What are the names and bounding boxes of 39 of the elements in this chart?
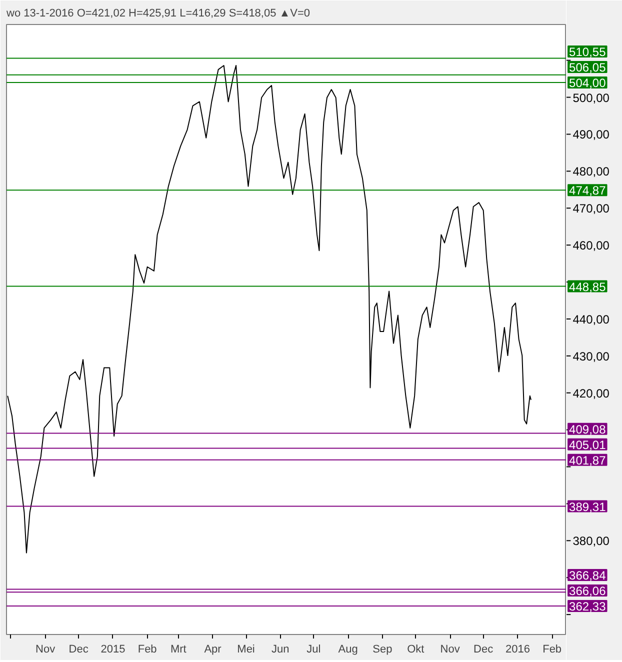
y-tick-label: 430,00	[572, 349, 610, 364]
x-tick-label: 2016	[505, 644, 530, 656]
x-tick-label: Okt	[407, 644, 424, 656]
ref-line-label: 366,84	[569, 568, 606, 582]
ref-line-label: 510,55	[569, 45, 606, 60]
x-tick-label: Mei	[237, 644, 255, 656]
x-tick-label: Jun	[272, 644, 290, 656]
x-tick-label: Apr	[204, 644, 222, 656]
ref-line-label: 401,87	[569, 453, 606, 468]
x-tick-label: Mrt	[170, 644, 186, 656]
line-series	[7, 65, 532, 554]
x-tick-label: Nov	[36, 644, 56, 656]
y-tick-label: 480,00	[572, 164, 610, 179]
y-tick-label: 380,00	[572, 534, 610, 548]
y-tick-label: 440,00	[572, 312, 610, 326]
y-tick-label: 460,00	[572, 238, 610, 253]
x-tick-label: Aug	[338, 644, 358, 656]
y-tick-label: 420,00	[572, 386, 610, 400]
ref-line-label: 389,31	[569, 500, 606, 514]
y-tick-label: 490,00	[572, 128, 610, 142]
ref-line-label: 366,06	[569, 584, 606, 598]
ref-line-label: 506,05	[569, 60, 606, 75]
ref-line-label: 474,87	[569, 184, 606, 198]
x-tick-label: Dec	[474, 644, 494, 656]
x-tick-label: Dec	[68, 644, 89, 656]
x-tick-label: Feb	[542, 644, 562, 656]
y-tick-label: 470,00	[572, 202, 610, 216]
ref-line-label: 504,00	[569, 76, 606, 90]
x-tick-label: Sep	[372, 644, 392, 656]
x-tick-label: Feb	[138, 644, 157, 656]
x-tick-label: Jul	[306, 644, 321, 656]
ref-line-label: 405,01	[569, 438, 606, 452]
chart-title: wo 13-1-2016 O=421,02 H=425,91 L=416,29 S=418,05 ▲V=0	[6, 8, 310, 20]
y-tick-label: 500,00	[572, 90, 610, 105]
x-tick-label: Nov	[440, 644, 460, 656]
ref-line-label: 409,08	[569, 422, 606, 436]
x-tick-label: 2015	[100, 644, 126, 656]
ref-line-label: 362,33	[569, 599, 606, 614]
ref-line-label: 448,85	[569, 280, 606, 294]
